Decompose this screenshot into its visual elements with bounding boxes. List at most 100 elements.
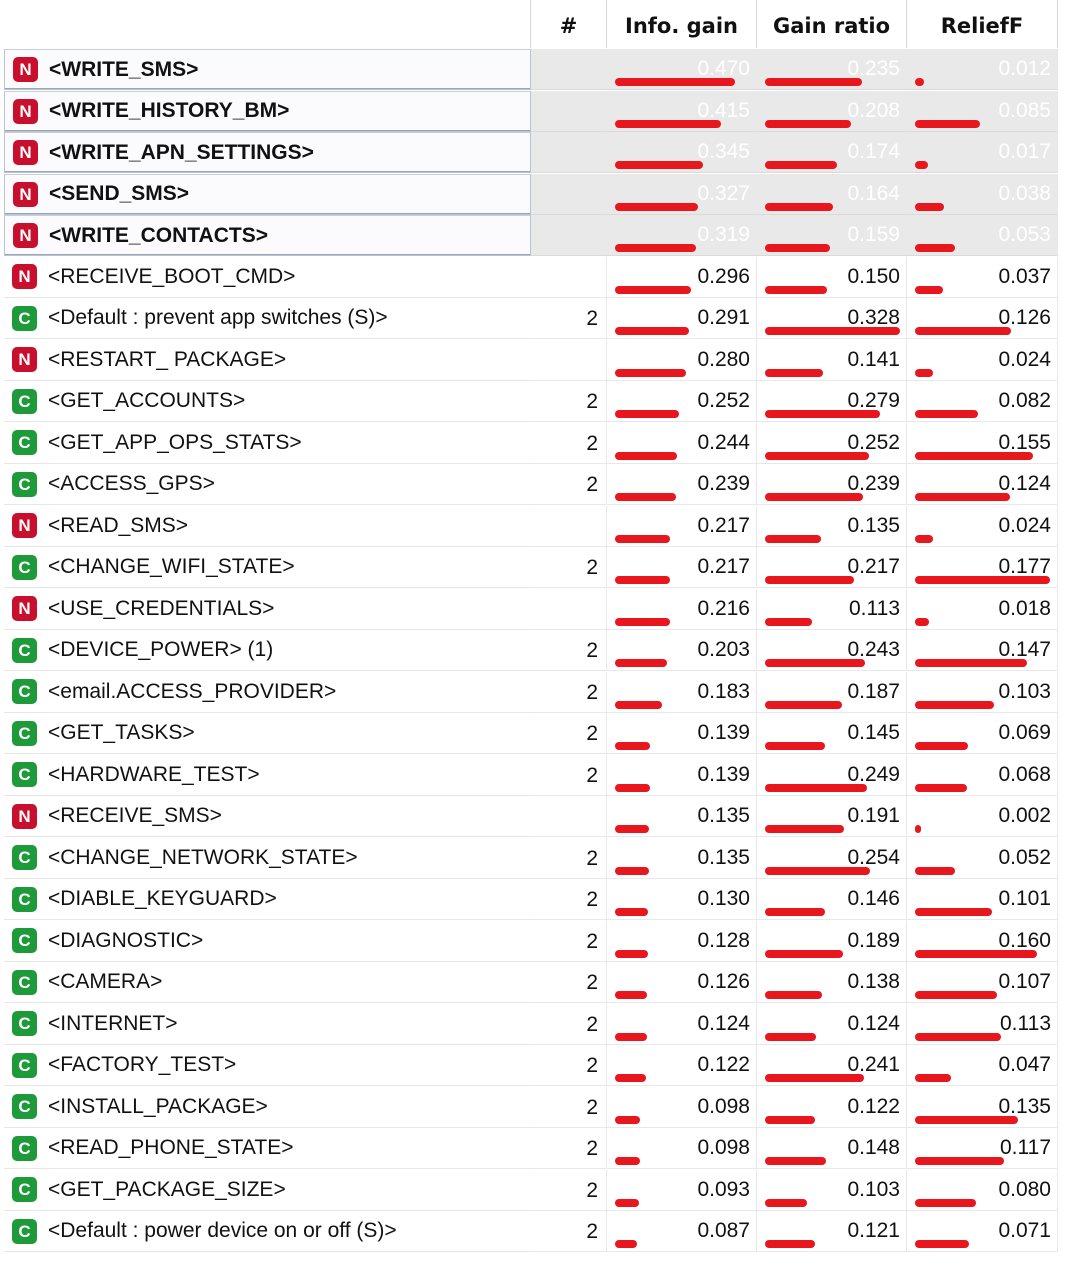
info-gain-value: 0.087 — [697, 1219, 750, 1242]
feature-name-cell[interactable]: C <CHANGE_NETWORK_STATE> — [4, 838, 531, 879]
table-row[interactable]: C <DIAGNOSTIC> 2 0.128 0.189 0.160 — [0, 920, 1067, 962]
feature-name-cell[interactable]: C <HARDWARE_TEST> — [4, 755, 531, 796]
table-row[interactable]: C <CHANGE_WIFI_STATE> 2 0.217 0.217 0.177 — [0, 547, 1067, 588]
feature-name-cell[interactable]: C <ACCESS_GPS> — [4, 464, 531, 505]
feature-name-cell[interactable]: C <CHANGE_WIFI_STATE> — [4, 547, 531, 588]
info-gain-cell: 0.216 — [607, 588, 757, 630]
table-row[interactable]: C <GET_PACKAGE_SIZE> 2 0.093 0.103 0.080 — [0, 1169, 1067, 1211]
feature-name-cell[interactable]: C <INSTALL_PACKAGE> — [4, 1087, 531, 1128]
gain-ratio-bar — [765, 285, 827, 294]
table-row[interactable]: N <USE_CREDENTIALS> 0.216 0.113 0.018 — [0, 588, 1067, 630]
count-cell: 2 — [531, 547, 607, 588]
feature-name-cell[interactable]: C <DEVICE_POWER> (1) — [4, 630, 531, 671]
feature-name-cell[interactable]: N <RESTART_ PACKAGE> — [4, 340, 531, 381]
table-row[interactable]: N <WRITE_CONTACTS> 0.319 0.159 0.053 — [0, 215, 1067, 256]
feature-name-cell[interactable]: C <GET_APP_OPS_STATS> — [4, 423, 531, 464]
feature-label: <GET_PACKAGE_SIZE> — [48, 1177, 286, 1201]
header-count[interactable]: # — [531, 0, 607, 48]
gain-ratio-value: 0.113 — [849, 596, 900, 620]
table-row[interactable]: N <RECEIVE_SMS> 0.135 0.191 0.002 — [0, 796, 1067, 837]
gain-ratio-bar — [765, 410, 880, 418]
feature-name-cell[interactable]: N <WRITE_APN_SETTINGS> — [4, 132, 531, 173]
feature-label: <DIAGNOSTIC> — [48, 928, 204, 952]
count-cell: 2 — [531, 1003, 607, 1045]
table-row[interactable]: N <WRITE_SMS> 0.470 0.235 0.012 — [0, 49, 1067, 90]
feature-name-cell[interactable]: C <FACTORY_TEST> — [4, 1045, 531, 1086]
table-row[interactable]: C <FACTORY_TEST> 2 0.122 0.241 0.047 — [0, 1045, 1067, 1086]
relieff-value: 0.068 — [998, 762, 1051, 786]
table-row[interactable]: C <Default : prevent app switches (S)> 2 0.… — [0, 298, 1067, 339]
table-row[interactable]: N <RECEIVE_BOOT_CMD> 0.296 0.150 0.037 — [0, 256, 1067, 298]
table-row[interactable]: N <WRITE_HISTORY_BM> 0.415 0.208 0.085 — [0, 90, 1067, 132]
table-row[interactable]: C <CHANGE_NETWORK_STATE> 2 0.135 0.254 0.052 — [0, 837, 1067, 879]
feature-name-cell[interactable]: C <INTERNET> — [4, 1004, 531, 1045]
info-gain-value: 0.217 — [697, 555, 750, 578]
gain-ratio-bar — [765, 1198, 808, 1207]
feature-name-cell[interactable]: N <WRITE_SMS> — [4, 49, 531, 90]
feature-name-cell[interactable]: N <USE_CREDENTIALS> — [4, 589, 531, 630]
table-row[interactable]: C <GET_ACCOUNTS> 2 0.252 0.279 0.082 — [0, 381, 1067, 422]
feature-name-cell[interactable]: C <READ_PHONE_STATE> — [4, 1128, 531, 1169]
feature-name-cell[interactable]: C <Default : power device on or off (S)> — [4, 1211, 531, 1252]
relieff-value: 0.117 — [1000, 1136, 1051, 1159]
header-name[interactable] — [0, 0, 531, 48]
feature-name-cell[interactable]: C <email.ACCESS_PROVIDER> — [4, 672, 531, 713]
header-relieff[interactable]: ReliefF — [907, 0, 1058, 48]
c-badge-icon: C — [12, 388, 37, 414]
table-row[interactable]: C <INTERNET> 2 0.124 0.124 0.113 — [0, 1003, 1067, 1045]
feature-name-cell[interactable]: N <WRITE_CONTACTS> — [4, 215, 531, 256]
table-row[interactable]: C <DIABLE_KEYGUARD> 2 0.130 0.146 0.101 — [0, 879, 1067, 920]
table-row[interactable]: N <READ_SMS> 0.217 0.135 0.024 — [0, 505, 1067, 547]
gain-ratio-cell: 0.189 — [757, 920, 907, 962]
relieff-value: 0.147 — [998, 638, 1051, 661]
table-row[interactable]: N <SEND_SMS> 0.327 0.164 0.038 — [0, 173, 1067, 215]
table-row[interactable]: C <Default : power device on or off (S)> 2… — [0, 1211, 1067, 1252]
feature-name-cell[interactable]: C <Default : prevent app switches (S)> — [4, 298, 531, 339]
relieff-value: 0.126 — [998, 306, 1051, 329]
feature-name-cell[interactable]: C <CAMERA> — [4, 962, 531, 1003]
info-gain-cell: 0.296 — [607, 256, 757, 298]
count-cell: 2 — [531, 1211, 607, 1252]
table-row[interactable]: C <INSTALL_PACKAGE> 2 0.098 0.122 0.135 — [0, 1086, 1067, 1128]
table-row[interactable]: C <GET_TASKS> 2 0.139 0.145 0.069 — [0, 713, 1067, 754]
feature-name-cell[interactable]: N <RECEIVE_SMS> — [4, 796, 531, 837]
gain-ratio-cell: 0.146 — [757, 879, 907, 920]
table-row[interactable]: C <READ_PHONE_STATE> 2 0.098 0.148 0.117 — [0, 1128, 1067, 1169]
feature-name-cell[interactable]: C <GET_TASKS> — [4, 713, 531, 754]
feature-name-cell[interactable]: C <GET_ACCOUNTS> — [4, 381, 531, 422]
feature-name-cell[interactable]: N <WRITE_HISTORY_BM> — [4, 90, 531, 132]
gain-ratio-value: 0.191 — [847, 804, 900, 827]
feature-name-cell[interactable]: C <DIAGNOSTIC> — [4, 921, 531, 962]
relieff-cell: 0.024 — [907, 505, 1058, 547]
table-row[interactable]: N <WRITE_APN_SETTINGS> 0.345 0.174 0.017 — [0, 132, 1067, 173]
feature-name-cell[interactable]: N <READ_SMS> — [4, 506, 531, 547]
table-row[interactable]: C <email.ACCESS_PROVIDER> 2 0.183 0.187 0.103 — [0, 671, 1067, 713]
relieff-bar — [915, 1157, 1005, 1165]
gain-ratio-value: 0.328 — [847, 306, 900, 329]
header-gain-ratio[interactable]: Gain ratio — [757, 0, 907, 48]
relieff-bar — [915, 991, 997, 999]
feature-name-cell[interactable]: N <SEND_SMS> — [4, 173, 531, 215]
table-row[interactable]: C <GET_APP_OPS_STATS> 2 0.244 0.252 0.155 — [0, 422, 1067, 464]
relieff-bar — [915, 161, 928, 169]
feature-name-cell[interactable]: C <DIABLE_KEYGUARD> — [4, 879, 531, 920]
gain-ratio-value: 0.145 — [847, 721, 900, 744]
relieff-value: 0.085 — [998, 98, 1051, 122]
table-row[interactable]: C <ACCESS_GPS> 2 0.239 0.239 0.124 — [0, 464, 1067, 505]
info-gain-bar — [615, 991, 648, 999]
table-row[interactable]: C <DEVICE_POWER> (1) 2 0.203 0.243 0.147 — [0, 630, 1067, 671]
info-gain-value: 0.216 — [697, 596, 750, 620]
info-gain-bar — [615, 825, 650, 833]
header-info-gain[interactable]: Info. gain — [607, 0, 757, 48]
table-row[interactable]: N <RESTART_ PACKAGE> 0.280 0.141 0.024 — [0, 339, 1067, 381]
table-row[interactable]: C <HARDWARE_TEST> 2 0.139 0.249 0.068 — [0, 754, 1067, 796]
gain-ratio-value: 0.241 — [847, 1053, 900, 1076]
gain-ratio-cell: 0.113 — [757, 588, 907, 630]
count-cell — [531, 132, 607, 173]
relieff-bar — [915, 659, 1028, 667]
feature-name-cell[interactable]: N <RECEIVE_BOOT_CMD> — [4, 257, 531, 298]
table-row[interactable]: C <CAMERA> 2 0.126 0.138 0.107 — [0, 962, 1067, 1003]
feature-name-cell[interactable]: C <GET_PACKAGE_SIZE> — [4, 1170, 531, 1211]
gain-ratio-bar — [765, 908, 826, 916]
count-cell: 2 — [531, 1086, 607, 1128]
